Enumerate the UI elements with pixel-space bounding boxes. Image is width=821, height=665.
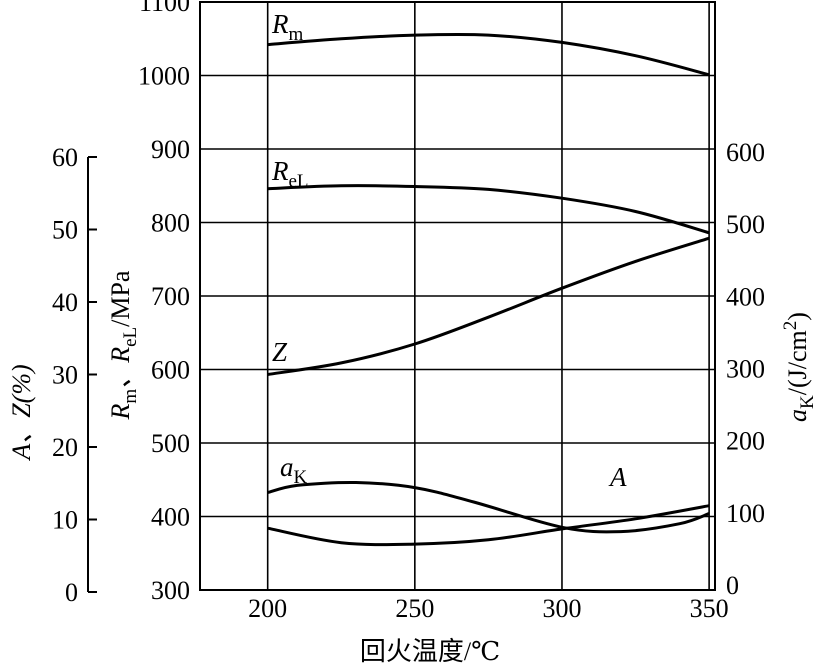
impact-tick-label: 100 bbox=[726, 499, 765, 528]
impact-tick-label: 400 bbox=[726, 282, 765, 311]
impact-axis: 0 100 200 300 400 500 600 bbox=[726, 138, 765, 600]
x-axis-ticks: 200 250 300 350 bbox=[248, 594, 728, 623]
ductility-axis: 0 10 20 30 40 50 60 bbox=[52, 143, 97, 607]
ductility-tick-label: 40 bbox=[52, 288, 78, 317]
series-line-z bbox=[267, 236, 710, 376]
series-line-rm bbox=[267, 32, 710, 77]
series-label-rm: Rm bbox=[271, 9, 304, 45]
ductility-tick-label: 10 bbox=[52, 506, 78, 535]
curve-labels: Rm ReL Z AaK bbox=[271, 9, 627, 492]
series-line-rel bbox=[267, 184, 710, 235]
ductility-axis-title: A、Z(%) bbox=[7, 364, 36, 461]
impact-tick-label: 200 bbox=[726, 427, 765, 456]
series-label-a: A bbox=[608, 462, 627, 492]
strength-tick-label: 1100 bbox=[139, 0, 190, 17]
x-tick-label: 300 bbox=[542, 594, 581, 623]
strength-tick-label: 400 bbox=[151, 503, 190, 532]
series-label-ak: aK bbox=[280, 452, 308, 488]
x-tick-label: 200 bbox=[248, 594, 287, 623]
strength-axis-title: Rm、ReL/MPa bbox=[106, 270, 141, 420]
ductility-tick-label: 60 bbox=[52, 143, 78, 172]
ductility-axis-title-text: A、Z(%) bbox=[7, 364, 36, 461]
ductility-tick-label: 20 bbox=[52, 433, 78, 462]
ductility-tick-label: 0 bbox=[65, 578, 78, 607]
strength-tick-label: 300 bbox=[151, 576, 190, 605]
ductility-tick-label: 50 bbox=[52, 216, 78, 245]
impact-tick-label: 0 bbox=[726, 571, 739, 600]
strength-axis-title-text: Rm、ReL/MPa bbox=[106, 270, 141, 420]
x-tick-label: 350 bbox=[690, 594, 729, 623]
strength-tick-label: 500 bbox=[151, 429, 190, 458]
series-label-z: Z bbox=[272, 337, 288, 367]
series-line-a bbox=[267, 504, 710, 547]
strength-tick-label: 800 bbox=[151, 209, 190, 238]
impact-tick-label: 600 bbox=[726, 138, 765, 167]
strength-axis: 300 400 500 600 700 800 900 1000 1100 bbox=[138, 0, 190, 605]
impact-tick-label: 500 bbox=[726, 210, 765, 239]
x-tick-label: 250 bbox=[395, 594, 434, 623]
strength-tick-label: 1000 bbox=[138, 62, 190, 91]
strength-tick-label: 700 bbox=[151, 282, 190, 311]
series bbox=[267, 32, 710, 547]
ductility-tick-label: 30 bbox=[52, 361, 78, 390]
series-label-rel: ReL bbox=[271, 156, 309, 192]
x-axis-title: 回火温度/℃ bbox=[360, 637, 500, 665]
impact-axis-title-text: aK/(J/cm2) bbox=[780, 312, 818, 422]
strength-tick-label: 600 bbox=[151, 356, 190, 385]
strength-tick-label: 900 bbox=[151, 135, 190, 164]
impact-axis-title: aK/(J/cm2) bbox=[780, 312, 818, 422]
impact-tick-label: 300 bbox=[726, 355, 765, 384]
series-line-ak bbox=[267, 480, 710, 534]
